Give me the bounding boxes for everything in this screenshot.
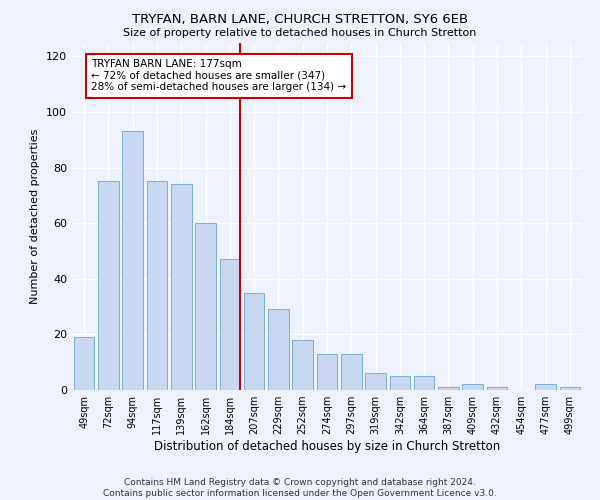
Bar — [74, 337, 94, 390]
Bar — [171, 184, 191, 390]
Bar — [341, 354, 362, 390]
Bar — [146, 182, 167, 390]
Bar — [268, 310, 289, 390]
Bar — [414, 376, 434, 390]
Bar — [438, 387, 459, 390]
Text: Size of property relative to detached houses in Church Stretton: Size of property relative to detached ho… — [124, 28, 476, 38]
Bar — [122, 132, 143, 390]
Bar — [244, 292, 265, 390]
Y-axis label: Number of detached properties: Number of detached properties — [31, 128, 40, 304]
X-axis label: Distribution of detached houses by size in Church Stretton: Distribution of detached houses by size … — [154, 440, 500, 453]
Bar — [365, 374, 386, 390]
Bar — [487, 387, 508, 390]
Bar — [463, 384, 483, 390]
Bar — [560, 387, 580, 390]
Bar — [195, 223, 216, 390]
Bar — [220, 260, 240, 390]
Bar — [98, 182, 119, 390]
Bar — [292, 340, 313, 390]
Bar — [317, 354, 337, 390]
Bar — [389, 376, 410, 390]
Text: Contains HM Land Registry data © Crown copyright and database right 2024.
Contai: Contains HM Land Registry data © Crown c… — [103, 478, 497, 498]
Text: TRYFAN, BARN LANE, CHURCH STRETTON, SY6 6EB: TRYFAN, BARN LANE, CHURCH STRETTON, SY6 … — [132, 12, 468, 26]
Bar — [535, 384, 556, 390]
Text: TRYFAN BARN LANE: 177sqm
← 72% of detached houses are smaller (347)
28% of semi-: TRYFAN BARN LANE: 177sqm ← 72% of detach… — [91, 59, 347, 92]
